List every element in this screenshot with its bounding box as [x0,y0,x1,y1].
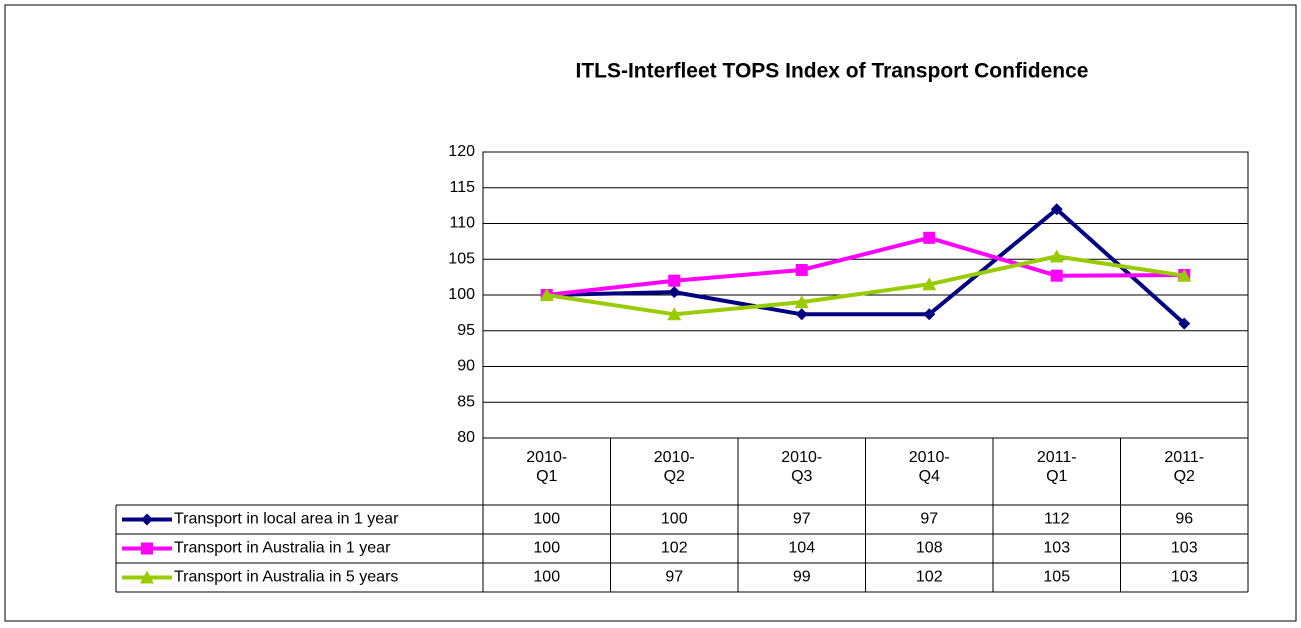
marker [668,274,681,287]
table-value: 97 [793,511,811,528]
x-tick-label: 2010-Q1 [526,449,568,485]
y-tick-label: 90 [457,358,475,375]
marker [1178,317,1191,330]
series-line [546,254,1185,317]
y-tick-label: 80 [457,429,475,446]
chart-border [4,4,1297,622]
legend-label: Transport in local area in 1 year [174,511,399,528]
marker [1177,268,1192,282]
y-tick-label: 105 [448,250,475,267]
table-value: 104 [788,540,815,557]
legend-marker [140,570,154,584]
y-tick-label: 85 [457,393,475,410]
series-line [546,207,1186,326]
y-tick-label: 100 [448,286,475,303]
marker [923,308,936,321]
marker [795,263,808,276]
table-value: 100 [533,511,560,528]
marker [1050,203,1063,216]
x-tick-label: 2010-Q4 [908,449,950,485]
marker [1049,249,1064,263]
table-value: 103 [1171,540,1198,557]
table-value: 112 [1044,511,1070,528]
table-value: 97 [665,569,683,586]
chart-title: ITLS-Interfleet TOPS Index of Transport … [575,60,1088,83]
legend-marker [141,513,153,526]
x-tick-label: 2010-Q2 [653,449,695,485]
table-value: 100 [661,511,688,528]
table-value: 97 [920,511,938,528]
series-line [546,235,1185,297]
y-tick-label: 110 [449,215,475,232]
y-tick-label: 95 [457,322,475,339]
table-value: 103 [1171,569,1198,586]
marker [795,308,808,321]
table-value: 103 [1043,540,1070,557]
y-tick-label: 115 [449,179,475,196]
marker [1050,269,1063,282]
legend-label: Transport in Australia in 1 year [174,540,391,557]
table-value: 100 [533,540,560,557]
x-tick-label: 2011-Q2 [1164,449,1205,485]
table-value: 96 [1175,511,1193,528]
marker [923,231,936,244]
marker [668,286,681,299]
legend-marker [141,542,153,555]
table-value: 102 [916,569,943,586]
table-value: 108 [916,540,943,557]
marker [667,307,682,321]
y-tick-label: 120 [448,143,475,160]
x-tick-label: 2010-Q3 [781,449,823,485]
table-value: 100 [533,569,560,586]
table-value: 99 [793,569,811,586]
x-tick-label: 2011-Q1 [1036,449,1077,485]
legend-label: Transport in Australia in 5 years [174,569,398,586]
marker [922,277,937,291]
marker [794,295,809,309]
table-value: 102 [661,540,688,557]
marker [539,288,554,301]
table-value: 105 [1043,569,1070,586]
